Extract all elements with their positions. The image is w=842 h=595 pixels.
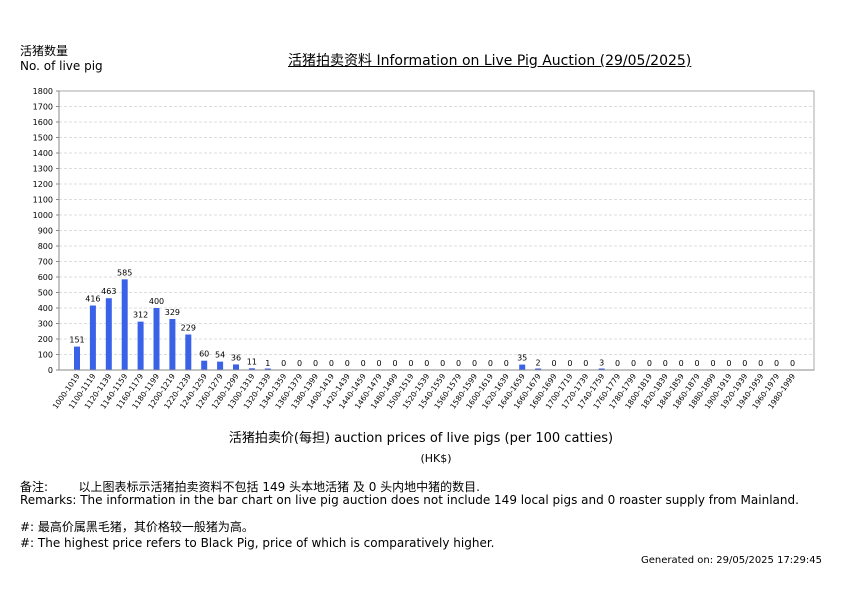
bar-value-label: 0 bbox=[790, 359, 795, 368]
chart-title: 活猪拍卖资料 Information on Live Pig Auction (… bbox=[288, 53, 692, 69]
bar-value-label: 0 bbox=[345, 359, 350, 368]
remarks-en: Remarks: The information in the bar char… bbox=[20, 493, 799, 507]
bar-value-label: 0 bbox=[679, 359, 684, 368]
bar-value-label: 0 bbox=[440, 359, 445, 368]
bar-value-label: 54 bbox=[215, 351, 225, 360]
bar bbox=[89, 305, 96, 370]
bar-value-label: 0 bbox=[742, 359, 747, 368]
y-tick-label: 900 bbox=[38, 227, 53, 236]
y-axis-label-cn: 活猪数量 bbox=[20, 44, 69, 58]
y-tick-label: 1800 bbox=[33, 87, 53, 96]
bar-value-label: 0 bbox=[361, 359, 366, 368]
bar bbox=[201, 360, 208, 370]
bar-value-label: 0 bbox=[710, 359, 715, 368]
y-tick-label: 1600 bbox=[33, 118, 53, 127]
bar-value-label: 151 bbox=[69, 336, 84, 345]
y-tick-label: 700 bbox=[38, 258, 53, 267]
bar bbox=[74, 346, 80, 370]
bar-value-label: 0 bbox=[472, 359, 477, 368]
bar-value-label: 312 bbox=[133, 311, 148, 320]
bar bbox=[519, 364, 526, 370]
bar-value-label: 0 bbox=[726, 359, 731, 368]
y-tick-label: 1100 bbox=[33, 196, 53, 205]
bar-value-label: 0 bbox=[408, 359, 413, 368]
y-tick-label: 500 bbox=[38, 289, 53, 298]
bar bbox=[121, 279, 128, 370]
bar-value-label: 0 bbox=[615, 359, 620, 368]
bar-value-label: 35 bbox=[517, 354, 527, 363]
bar-value-label: 0 bbox=[297, 359, 302, 368]
generated-timestamp: Generated on: 29/05/2025 17:29:45 bbox=[641, 555, 822, 566]
bar bbox=[153, 308, 160, 370]
bar-value-label: 0 bbox=[695, 359, 700, 368]
bar-value-label: 3 bbox=[599, 359, 604, 368]
bar-value-label: 416 bbox=[85, 295, 100, 304]
y-tick-label: 1300 bbox=[33, 165, 53, 174]
remarks-cn: 备注: 以上图表标示活猪拍卖资料不包括 149 头本地活猪 及 0 头内地中猪的… bbox=[20, 480, 480, 494]
bar-value-label: 463 bbox=[101, 287, 116, 296]
y-tick-label: 0 bbox=[48, 366, 53, 375]
bar-value-label: 60 bbox=[199, 350, 209, 359]
bar bbox=[185, 334, 192, 370]
bar-value-label: 329 bbox=[165, 308, 180, 317]
bar-value-label: 2 bbox=[536, 359, 541, 368]
bar-value-label: 0 bbox=[456, 359, 461, 368]
bar-value-label: 0 bbox=[281, 359, 286, 368]
bar bbox=[264, 368, 271, 370]
bar-value-label: 0 bbox=[774, 359, 779, 368]
y-tick-label: 600 bbox=[38, 273, 53, 282]
bar bbox=[248, 368, 255, 370]
y-tick-label: 200 bbox=[38, 335, 53, 344]
bar-value-label: 0 bbox=[663, 359, 668, 368]
bar bbox=[217, 361, 224, 370]
bar-value-label: 0 bbox=[551, 359, 556, 368]
x-axis-unit: (HK$) bbox=[420, 452, 452, 465]
bar-value-label: 585 bbox=[117, 268, 132, 277]
bar-value-label: 0 bbox=[567, 359, 572, 368]
note-cn: #: 最高价属黑毛猪，其价格较一般猪为高。 bbox=[20, 520, 254, 534]
y-tick-label: 100 bbox=[38, 351, 53, 360]
bar-value-label: 0 bbox=[504, 359, 509, 368]
y-tick-label: 1000 bbox=[33, 211, 53, 220]
bar-value-label: 1 bbox=[265, 359, 270, 368]
bar-value-label: 0 bbox=[313, 359, 318, 368]
bar-value-label: 0 bbox=[329, 359, 334, 368]
bar-value-label: 0 bbox=[488, 359, 493, 368]
bar-value-label: 0 bbox=[377, 359, 382, 368]
bar bbox=[233, 364, 239, 370]
bar-value-label: 0 bbox=[758, 359, 763, 368]
y-tick-label: 1200 bbox=[33, 180, 53, 189]
bar-value-label: 11 bbox=[247, 357, 257, 366]
bar-value-label: 0 bbox=[647, 359, 652, 368]
bar-value-label: 400 bbox=[149, 297, 164, 306]
bar-value-label: 0 bbox=[583, 359, 588, 368]
bar-value-label: 229 bbox=[181, 324, 196, 333]
bar-value-label: 0 bbox=[424, 359, 429, 368]
bar-value-label: 0 bbox=[392, 359, 397, 368]
y-tick-label: 400 bbox=[38, 304, 53, 313]
y-tick-label: 300 bbox=[38, 320, 53, 329]
y-tick-label: 1500 bbox=[33, 134, 53, 143]
bar bbox=[137, 321, 144, 370]
x-axis-title: 活猪拍卖价(每担) auction prices of live pigs (p… bbox=[228, 431, 614, 446]
bar-value-label: 0 bbox=[631, 359, 636, 368]
bar bbox=[105, 298, 112, 370]
bar bbox=[169, 319, 176, 370]
note-en: #: The highest price refers to Black Pig… bbox=[20, 536, 495, 550]
bar bbox=[598, 368, 605, 370]
y-tick-label: 1700 bbox=[33, 103, 53, 112]
y-tick-label: 800 bbox=[38, 242, 53, 251]
y-tick-label: 1400 bbox=[33, 149, 53, 158]
bar-value-label: 36 bbox=[231, 353, 241, 362]
y-axis-label-en: No. of live pig bbox=[20, 59, 103, 73]
bar bbox=[535, 368, 542, 370]
